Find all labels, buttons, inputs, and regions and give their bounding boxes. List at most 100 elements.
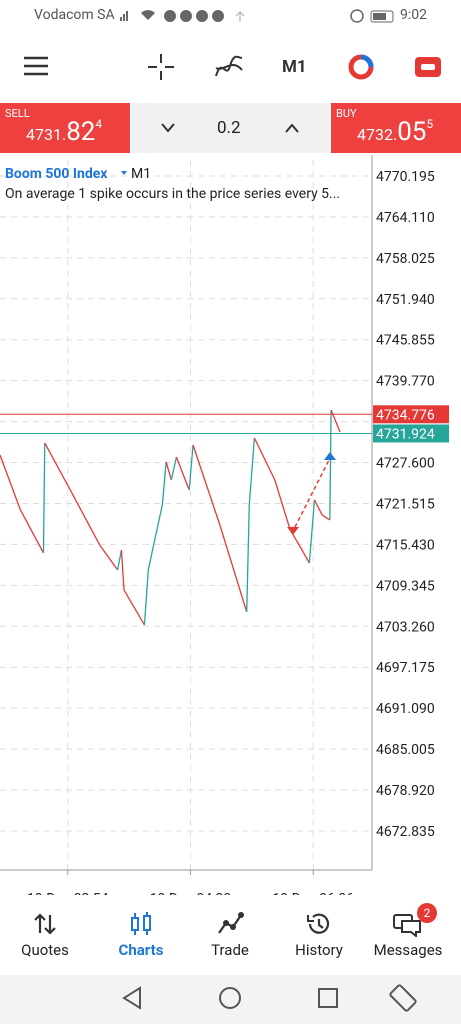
- y-tick-label: 4703.260: [376, 619, 435, 635]
- price-segment: [99, 544, 119, 571]
- clock: 9:02: [400, 7, 427, 23]
- price-segment: [321, 514, 331, 521]
- nav-trade[interactable]: Trade: [185, 895, 275, 975]
- price-segment: [44, 442, 71, 491]
- buy-marker: [324, 452, 336, 460]
- carrier: Vodacom SA: [34, 7, 115, 23]
- one-click-button[interactable]: [414, 55, 442, 79]
- rotate-button[interactable]: [389, 984, 417, 1012]
- icon: [131, 912, 151, 935]
- series: [0, 409, 341, 626]
- price-label: 4731.924: [376, 426, 435, 442]
- badge: 2: [417, 903, 437, 923]
- price-segment: [161, 461, 167, 506]
- price-segment: [175, 456, 190, 491]
- price-segment: [120, 549, 125, 591]
- nav-quotes[interactable]: Quotes: [0, 895, 90, 975]
- y-tick-label: 4745.855: [376, 333, 435, 349]
- y-tick-label: 4727.600: [376, 456, 435, 472]
- price-segment: [253, 437, 276, 481]
- nav-history[interactable]: History: [274, 895, 364, 975]
- buy-button[interactable]: BUY 4732.055: [331, 103, 461, 153]
- price-segment: [308, 499, 316, 564]
- y-tick-label: 4751.940: [376, 292, 435, 308]
- trade-button[interactable]: [347, 53, 375, 81]
- status-icons: [120, 10, 245, 22]
- sell-price: 4731.: [26, 125, 67, 144]
- y-tick-label: 4697.175: [376, 660, 435, 676]
- y-tick-label: 4764.110: [376, 210, 435, 226]
- x-tick-label: 19 Dec 02:54: [27, 891, 109, 895]
- volume-control: 0.2: [131, 103, 330, 153]
- toolbar: M1: [0, 40, 461, 95]
- price-segment: [188, 444, 194, 491]
- y-tick-label: 4770.195: [376, 169, 435, 185]
- icon: [393, 914, 421, 937]
- volume-up[interactable]: [284, 122, 300, 134]
- volume[interactable]: 0.2: [217, 118, 241, 138]
- chart-timeframe: M1: [131, 166, 151, 182]
- price-segment: [19, 509, 45, 554]
- status-bar: Vodacom SA 9:02: [0, 0, 461, 32]
- system-nav: [0, 975, 461, 1024]
- nav-messages[interactable]: Messages: [363, 895, 453, 975]
- y-tick-label: 4758.025: [376, 251, 435, 267]
- sell-button[interactable]: SELL 4731.824: [0, 103, 130, 153]
- x-tick-label: 19 Dec 06:06: [272, 891, 354, 895]
- back-button[interactable]: [122, 986, 141, 1010]
- battery: [350, 9, 394, 23]
- sell-price-sup: 4: [95, 117, 103, 131]
- symbol: Boom 500 Index: [5, 166, 108, 182]
- buy-price: 4732.: [357, 125, 398, 144]
- price-segment: [329, 410, 332, 520]
- indicators-button[interactable]: [214, 54, 244, 80]
- chart-subtitle: On average 1 spike occurs in the price s…: [5, 186, 340, 202]
- nav-label: History: [295, 941, 343, 959]
- price-segment: [123, 589, 146, 626]
- icon: [218, 912, 244, 934]
- price-segment: [116, 549, 123, 571]
- chart[interactable]: Boom 500 Index M1 On average 1 spike occ…: [0, 155, 461, 895]
- price-segment: [42, 442, 46, 553]
- price-segment: [165, 461, 172, 481]
- nav-label: Messages: [373, 941, 443, 959]
- timeframe-button[interactable]: M1: [282, 57, 307, 77]
- price-segment: [246, 504, 250, 612]
- system-buttons: [122, 984, 417, 1012]
- icon: [34, 913, 56, 935]
- price-segment: [69, 489, 101, 546]
- price-label-box: [373, 405, 449, 424]
- trade-link: [294, 459, 330, 528]
- recents-button[interactable]: [318, 988, 338, 1008]
- nav-label: Quotes: [21, 941, 69, 959]
- price-segment: [330, 409, 341, 433]
- y-tick-label: 4709.345: [376, 578, 435, 594]
- sell-label: SELL: [5, 107, 30, 120]
- price-label-box: [373, 424, 449, 443]
- price-segment: [0, 454, 22, 511]
- y-tick-label: 4672.835: [376, 824, 435, 840]
- home-button[interactable]: [219, 987, 241, 1009]
- y-tick-label: 4721.515: [376, 496, 435, 512]
- nav-charts[interactable]: Charts: [96, 895, 186, 975]
- menu-button[interactable]: [24, 56, 48, 76]
- x-tick-label: 19 Dec 04:30: [150, 891, 232, 895]
- crosshair-button[interactable]: [148, 54, 174, 80]
- sell-marker: [287, 527, 299, 535]
- price-segment: [154, 504, 163, 541]
- price-segment: [274, 479, 291, 531]
- y-tick-label: 4715.430: [376, 537, 435, 553]
- price-label: 4734.776: [376, 407, 435, 423]
- price-segment: [313, 499, 323, 516]
- buy-price-big: 05: [397, 117, 427, 147]
- price-segment: [147, 539, 156, 571]
- price-segment: [219, 524, 248, 613]
- volume-down[interactable]: [160, 122, 176, 134]
- y-tick-label: 4685.005: [376, 742, 435, 758]
- price-segment: [298, 544, 310, 564]
- trade-bar: SELL 4731.824 0.2 BUY 4732.055: [0, 103, 461, 153]
- bottom-nav: Quotes Charts Trade History Messages 2: [0, 895, 461, 975]
- nav-label: Trade: [211, 941, 249, 959]
